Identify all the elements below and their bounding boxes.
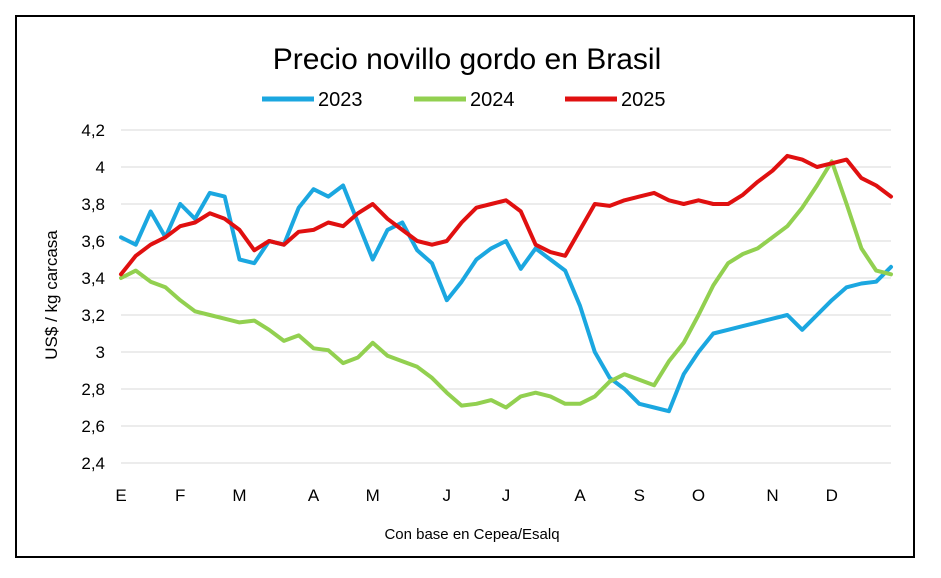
series-line-2024 xyxy=(119,159,893,410)
y-tick-label: 3,4 xyxy=(81,269,105,288)
gridlines xyxy=(121,129,891,464)
chart-frame: Precio novillo gordo en Brasil 2023 2024 2… xyxy=(15,15,915,558)
x-tick-label: D xyxy=(826,486,838,505)
y-axis-label: US$ / kg carcasa xyxy=(42,230,61,360)
source-note: Con base en Cepea/Esalq xyxy=(384,526,559,543)
x-tick-label: M xyxy=(232,486,246,505)
y-tick-label: 3,2 xyxy=(81,306,105,325)
plot-area xyxy=(119,153,893,414)
x-tick-label: O xyxy=(692,486,705,505)
legend-label: 2025 xyxy=(621,89,666,111)
x-tick-label: A xyxy=(308,486,320,505)
x-tick-label: S xyxy=(634,486,645,505)
legend-label: 2023 xyxy=(318,89,363,111)
y-tick-label: 4 xyxy=(96,158,105,177)
x-tick-label: E xyxy=(115,486,126,505)
legend: 2023 2024 2025 xyxy=(262,89,666,111)
series-line-2023 xyxy=(119,183,893,414)
series-line-2025 xyxy=(119,153,893,277)
x-tick-label: F xyxy=(175,486,185,505)
y-tick-label: 2,4 xyxy=(81,454,105,473)
x-tick-label: J xyxy=(502,486,511,505)
y-tick-label: 4,2 xyxy=(81,121,105,140)
x-tick-label: J xyxy=(443,486,452,505)
x-tick-label: A xyxy=(574,486,586,505)
y-tick-label: 3 xyxy=(96,343,105,362)
chart-svg: Precio novillo gordo en Brasil 2023 2024 2… xyxy=(42,43,893,543)
y-tick-label: 2,8 xyxy=(81,380,105,399)
y-tick-label: 2,6 xyxy=(81,417,105,436)
x-tick-label: N xyxy=(766,486,778,505)
y-tick-label: 3,6 xyxy=(81,232,105,251)
legend-label: 2024 xyxy=(470,89,515,111)
x-tick-label: M xyxy=(366,486,380,505)
chart-title: Precio novillo gordo en Brasil xyxy=(273,43,662,76)
y-axis-ticks: 2,4 2,6 2,8 3 3,2 3,4 3,6 3,8 4 4,2 xyxy=(81,121,105,473)
y-tick-label: 3,8 xyxy=(81,195,105,214)
